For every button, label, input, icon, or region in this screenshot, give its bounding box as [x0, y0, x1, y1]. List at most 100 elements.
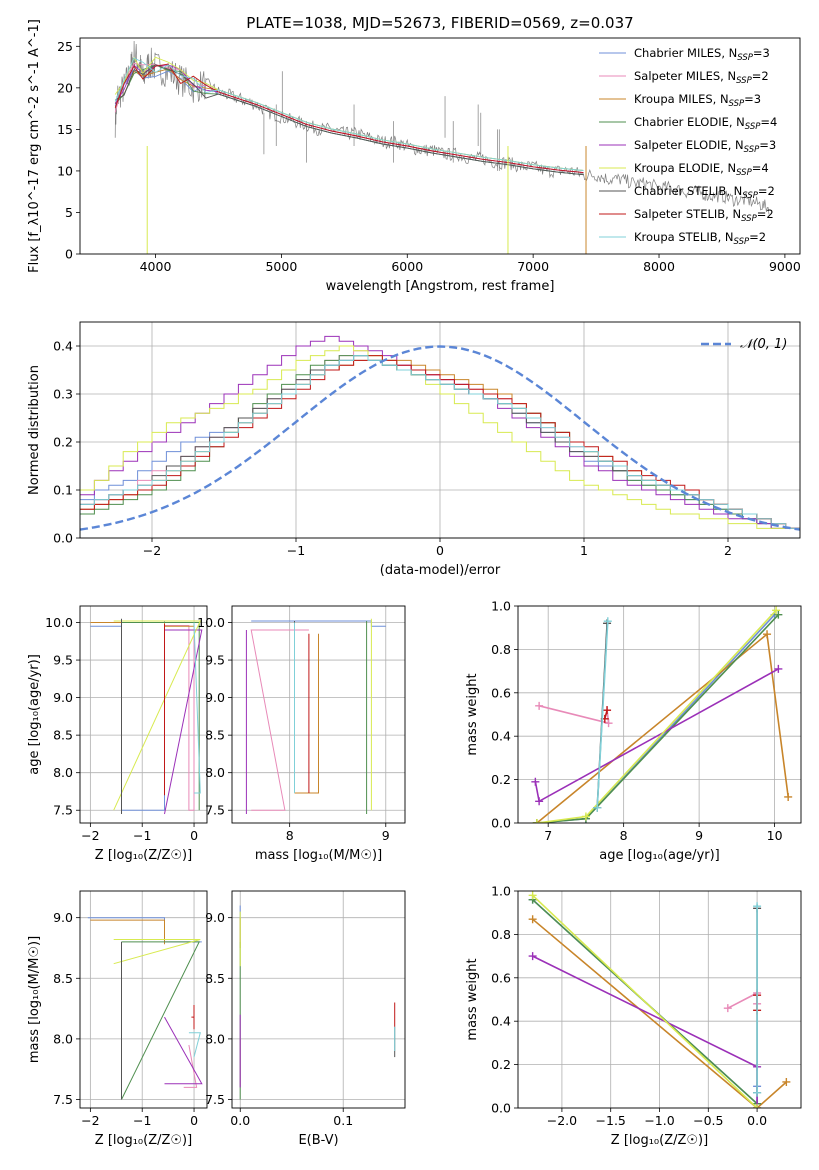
- weight-vs-age-point-marker: [774, 610, 783, 619]
- legend-label: Salpeter STELIB, NSSP=2: [634, 207, 774, 224]
- weight-vs-age-point-marker: [535, 701, 544, 710]
- mass-vs-z-ytick-label: 8.0: [53, 1031, 73, 1046]
- weight-vs-age-point-marker: [581, 812, 590, 821]
- weight-vs-z-ytick-label: 1.0: [491, 884, 511, 899]
- weight-vs-z-point-marker: [753, 1088, 762, 1097]
- mass-vs-ebv-ytick-label: 7.5: [205, 1092, 225, 1107]
- weight-vs-age-point-marker: [535, 797, 544, 806]
- age-vs-z-ylabel: age [log₁₀(age/yr)]: [27, 654, 42, 775]
- legend-label: Chabrier STELIB, NSSP=2: [634, 184, 775, 201]
- weight-vs-z-point-marker: [753, 902, 762, 911]
- age-vs-z-ytick-label: 8.5: [53, 728, 73, 743]
- age-vs-z-series-6: [113, 620, 202, 811]
- weight-vs-age-xtick-label: 8: [620, 828, 628, 843]
- mass-vs-z-ytick-label: 7.5: [53, 1092, 73, 1107]
- residuals-xtick-label: 0: [436, 543, 444, 558]
- residuals-legend-label: 𝒩(0, 1): [740, 337, 787, 352]
- weight-vs-z-ytick-label: 0.6: [491, 970, 511, 985]
- mass-vs-z-axes: −2 −1 0 7.5 8.0 8.5 9.0: [53, 891, 207, 1128]
- mass-vs-z-ytick-label: 8.5: [53, 971, 73, 986]
- residuals-xtick-label: −2: [143, 543, 161, 558]
- residuals-ytick-label: 0.4: [53, 339, 73, 354]
- residuals-xtick-label: −1: [287, 543, 305, 558]
- mass-vs-z-series-2: [183, 1044, 198, 1088]
- age-vs-z-frame: [79, 605, 208, 824]
- residuals-ytick-label: 0.3: [53, 387, 73, 402]
- mass-vs-z-frame: [79, 890, 208, 1109]
- weight-vs-z-ytick-label: 0.8: [491, 927, 511, 942]
- weight-vs-z-xtick-label: −1.0: [644, 1113, 674, 1128]
- spectrum-xlabel: wavelength [Angstrom, rest frame]: [326, 279, 555, 294]
- residuals-plot-area: [80, 335, 800, 538]
- age-vs-mass-series-1: [251, 620, 386, 627]
- weight-vs-age-xtick-label: 9: [695, 828, 703, 843]
- weight-vs-age-ytick-label: 0.0: [491, 816, 511, 831]
- weight-vs-age-ylabel: mass weight: [465, 673, 480, 755]
- age-vs-z-ytick-label: 8.0: [53, 765, 73, 780]
- weight-vs-age-point-marker: [604, 719, 613, 728]
- mass-vs-ebv-ytick-label: 9.0: [205, 910, 225, 925]
- age-vs-z-series-4: [121, 622, 200, 811]
- weight-vs-age-xlabel: age [log₁₀(age/yr)]: [599, 848, 720, 863]
- weight-vs-z-xtick-label: −2.0: [547, 1113, 577, 1128]
- weight-vs-z-point-marker: [528, 952, 537, 961]
- mass-vs-z-series-8: [191, 1005, 195, 1030]
- mass-vs-z-series-5: [164, 1016, 203, 1085]
- figure-title: PLATE=1038, MJD=52673, FIBERID=0569, z=0…: [246, 14, 633, 32]
- mass-vs-z-xtick-label: −2: [81, 1113, 99, 1128]
- weight-vs-age-ytick-label: 0.8: [491, 642, 511, 657]
- age-vs-mass-series-3: [294, 633, 319, 794]
- weight-vs-age-point-marker: [593, 803, 602, 812]
- weight-vs-z-xlabel: Z [log₁₀(Z/Z☉)]: [611, 1133, 708, 1148]
- mass-vs-ebv-xlabel: E(B-V): [298, 1133, 338, 1148]
- weight-vs-age-series-2: [538, 705, 610, 725]
- weight-vs-z-point-marker: [723, 1004, 732, 1013]
- age-vs-z-series-2: [164, 625, 195, 811]
- weight-vs-age-series-6: [536, 609, 777, 823]
- age-vs-z-xtick-label: −1: [133, 828, 151, 843]
- weight-vs-z-ylabel: mass weight: [465, 958, 480, 1040]
- spectrum-model-line: [114, 56, 584, 171]
- mass-vs-z-series-6: [113, 939, 201, 965]
- spectrum-model-line: [114, 57, 584, 171]
- spectrum-xtick-label: 8000: [643, 259, 675, 274]
- age-vs-z-xtick-label: −2: [81, 828, 99, 843]
- age-vs-mass-xtick-label: 8: [286, 828, 294, 843]
- residuals-frame: [79, 321, 801, 539]
- spectrum-plot-area: [114, 40, 770, 254]
- age-vs-z-xlabel: Z [log₁₀(Z/Z☉)]: [95, 848, 192, 863]
- spectrum-xtick-label: 5000: [265, 259, 297, 274]
- legend-label: Chabrier ELODIE, NSSP=4: [634, 115, 777, 132]
- spectrum-observed-line: [114, 40, 770, 215]
- age-vs-mass-plot-area: [245, 618, 386, 814]
- weight-vs-z-series-3: [532, 918, 787, 1108]
- weight-vs-age-point-marker: [763, 630, 772, 639]
- weight-vs-age-point-marker: [772, 606, 781, 615]
- weight-vs-age-ytick-label: 1.0: [491, 599, 511, 614]
- mass-vs-z-series-4: [121, 941, 201, 1100]
- age-vs-mass-ytick-label: 8.5: [205, 728, 225, 743]
- weight-vs-z-xtick-label: −0.5: [693, 1113, 723, 1128]
- residuals-axes: −2 −1 0 1 2 0.0 0.1 0.2 0.3 0.4: [53, 322, 800, 558]
- weight-vs-age-axes: 7 8 9 10 0.0 0.2 0.4 0.6 0.8 1.0: [491, 599, 801, 843]
- mass-vs-z-ytick-label: 9.0: [53, 910, 73, 925]
- age-vs-z-series-5: [164, 629, 203, 815]
- mass-vs-z-series-9: [188, 1032, 201, 1058]
- mass-vs-z-series-1: [87, 917, 202, 943]
- weight-vs-z-series-5: [532, 955, 758, 1108]
- weight-vs-z-plot-area: [528, 891, 791, 1108]
- residuals-ytick-label: 0.1: [53, 483, 73, 498]
- spectrum-xtick-label: 9000: [769, 259, 801, 274]
- residuals-ylabel: Normed distribution: [27, 365, 42, 495]
- weight-vs-age-point-marker: [532, 819, 541, 823]
- weight-vs-z-ytick-label: 0.4: [491, 1014, 511, 1029]
- spectrum-model-line: [114, 63, 584, 174]
- age-vs-z-ytick-label: 7.5: [53, 803, 73, 818]
- weight-vs-z-ytick-label: 0.2: [491, 1057, 511, 1072]
- mass-vs-z-xtick-label: 0: [190, 1113, 198, 1128]
- spectrum-xtick-label: 7000: [517, 259, 549, 274]
- weight-vs-z-series-6: [532, 894, 758, 1108]
- legend-label: Kroupa ELODIE, NSSP=4: [634, 161, 769, 178]
- age-vs-z-xtick-label: 0: [190, 828, 198, 843]
